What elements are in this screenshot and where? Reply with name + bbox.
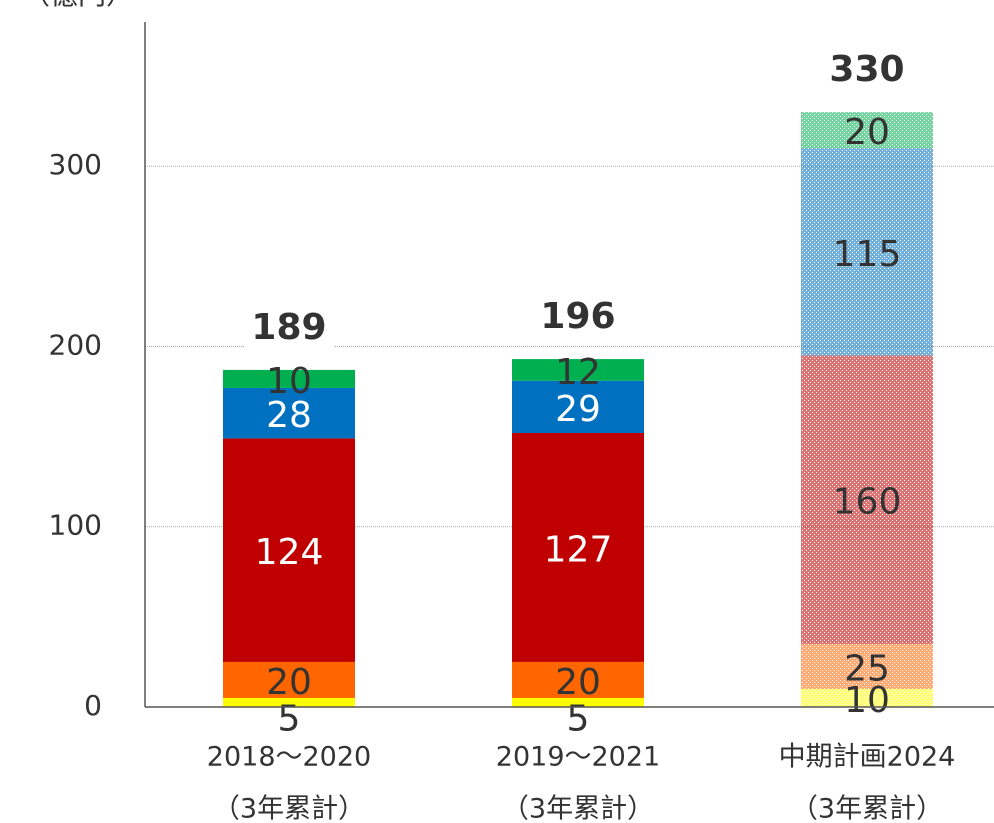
y-tick-label: 200 — [49, 328, 102, 361]
bar-segment — [223, 438, 355, 662]
data-label: 12 — [555, 352, 601, 393]
bar-segment — [512, 697, 644, 707]
y-tick-label: 300 — [49, 148, 102, 181]
x-tick-label: （3年累計） — [502, 794, 654, 823]
data-label: 28 — [266, 395, 312, 436]
data-label: 5 — [567, 698, 590, 739]
data-label: 29 — [555, 389, 601, 430]
y-tick-label: 0 — [84, 689, 102, 722]
data-label: 10 — [266, 361, 312, 402]
bar-segment — [223, 369, 355, 388]
data-label: 10 — [844, 680, 890, 721]
data-label: 20 — [844, 112, 890, 153]
data-label: 124 — [255, 532, 324, 573]
data-label: 5 — [278, 698, 301, 739]
total-label: 330 — [829, 49, 904, 90]
data-label: 115 — [833, 234, 902, 275]
data-label: 25 — [844, 648, 890, 689]
bar-segment — [801, 643, 933, 689]
bar-segment — [512, 380, 644, 433]
total-label-bg — [533, 296, 623, 341]
data-label: 127 — [544, 529, 613, 570]
bar-segment — [801, 112, 933, 149]
total-label: 196 — [540, 296, 615, 337]
bar-segment — [801, 355, 933, 644]
bar-segment — [512, 433, 644, 662]
x-tick-label: （3年累計） — [213, 794, 365, 823]
total-label-bg — [244, 306, 334, 351]
total-label: 189 — [251, 307, 326, 348]
bar-segment — [223, 387, 355, 439]
data-label: 160 — [833, 482, 902, 523]
bar-segment — [801, 688, 933, 707]
y-tick-label: 100 — [49, 509, 102, 542]
x-tick-label: 中期計画2024 — [779, 742, 956, 773]
x-tick-label: 2019～2021 — [496, 742, 660, 773]
bar-segment — [512, 359, 644, 381]
data-label: 20 — [266, 662, 312, 703]
y-axis-label: （億円） — [22, 0, 134, 11]
bar-segment — [223, 697, 355, 707]
x-tick-label: （3年累計） — [791, 794, 943, 823]
bar-segment — [801, 148, 933, 356]
bar-segment — [223, 661, 355, 698]
total-label-bg — [822, 49, 912, 94]
bar-segment — [512, 661, 644, 698]
x-tick-label: 2018～2020 — [207, 742, 371, 773]
data-label: 20 — [555, 662, 601, 703]
